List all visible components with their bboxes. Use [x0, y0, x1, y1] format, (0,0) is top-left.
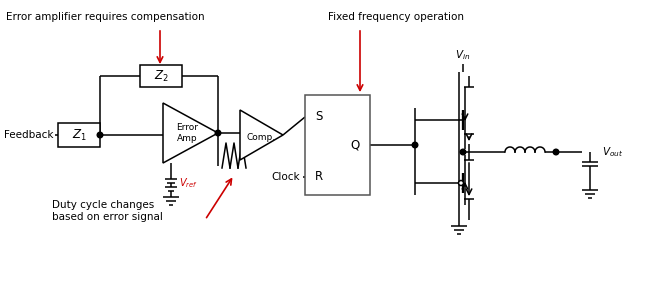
- Circle shape: [553, 149, 559, 155]
- Text: $Z_1$: $Z_1$: [71, 127, 86, 143]
- Text: S: S: [315, 110, 323, 123]
- Text: Error amplifier requires compensation: Error amplifier requires compensation: [6, 12, 204, 22]
- Bar: [305, 95, 370, 195]
- Polygon shape: [163, 103, 218, 163]
- Text: Clock: Clock: [271, 172, 300, 182]
- Text: Q: Q: [350, 139, 360, 152]
- Text: Comp.: Comp.: [247, 133, 276, 143]
- Circle shape: [412, 142, 418, 148]
- Circle shape: [458, 181, 463, 185]
- Text: Duty cycle changes
based on error signal: Duty cycle changes based on error signal: [52, 200, 163, 222]
- Bar: [58, 123, 100, 147]
- Text: $Z_2$: $Z_2$: [154, 69, 168, 84]
- Polygon shape: [240, 110, 283, 160]
- Circle shape: [215, 130, 221, 136]
- Circle shape: [460, 149, 466, 155]
- Text: $V_{ref}$: $V_{ref}$: [179, 176, 198, 190]
- Text: $V_{out}$: $V_{out}$: [602, 145, 623, 159]
- Text: R: R: [315, 170, 323, 183]
- Text: Error
Amp: Error Amp: [177, 123, 199, 143]
- Circle shape: [97, 132, 103, 138]
- Text: $V_{in}$: $V_{in}$: [456, 48, 471, 62]
- Text: Feedback: Feedback: [4, 130, 53, 140]
- Text: Fixed frequency operation: Fixed frequency operation: [328, 12, 464, 22]
- Bar: [140, 65, 182, 87]
